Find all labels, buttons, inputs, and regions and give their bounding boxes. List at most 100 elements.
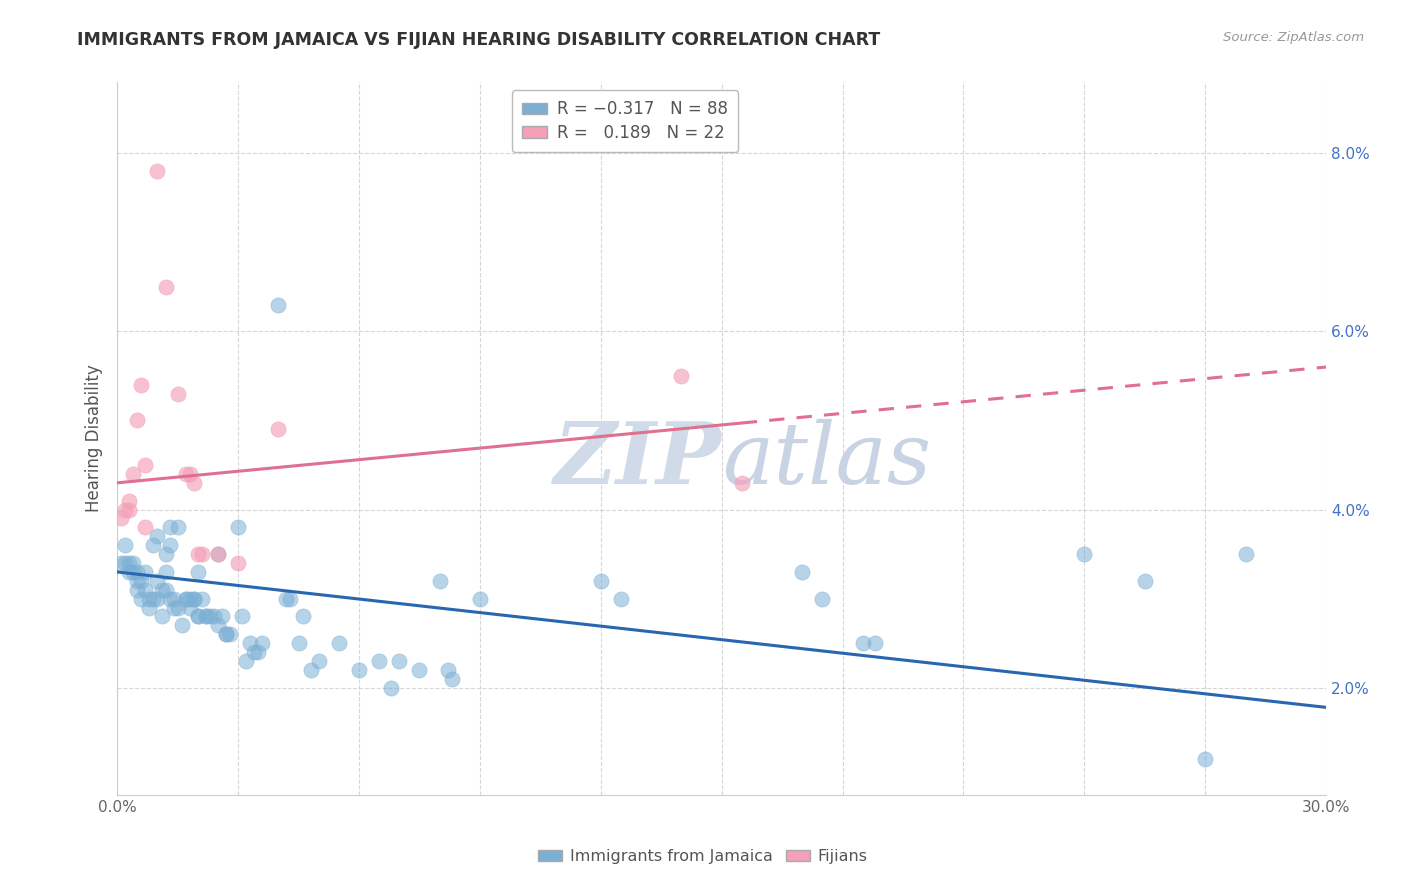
Point [118, 565, 141, 579]
Point [280, 591, 302, 606]
Point [110, 511, 132, 525]
Point [127, 565, 149, 579]
Point [127, 413, 149, 427]
Point [243, 645, 266, 659]
Point [215, 627, 238, 641]
Point [671, 368, 693, 383]
Point [170, 618, 193, 632]
Point [134, 520, 156, 534]
Point [122, 467, 145, 481]
Point [174, 591, 197, 606]
Text: Source: ZipAtlas.com: Source: ZipAtlas.com [1223, 31, 1364, 45]
Point [247, 645, 270, 659]
Point [287, 636, 309, 650]
Point [159, 591, 181, 606]
Point [408, 663, 430, 677]
Point [114, 556, 136, 570]
Point [122, 556, 145, 570]
Point [179, 467, 201, 481]
Point [347, 663, 370, 677]
Point [429, 574, 451, 588]
Point [267, 298, 290, 312]
Point [179, 600, 201, 615]
Point [134, 458, 156, 472]
Point [187, 609, 209, 624]
Point [191, 591, 214, 606]
Point [267, 422, 290, 436]
Point [328, 636, 350, 650]
Point [118, 556, 141, 570]
Text: IMMIGRANTS FROM JAMAICA VS FIJIAN HEARING DISABILITY CORRELATION CHART: IMMIGRANTS FROM JAMAICA VS FIJIAN HEARIN… [77, 31, 880, 49]
Point [219, 627, 242, 641]
Point [131, 377, 153, 392]
Point [468, 591, 491, 606]
Point [134, 582, 156, 597]
Point [179, 591, 201, 606]
Point [174, 591, 197, 606]
Point [194, 609, 217, 624]
Point [368, 654, 391, 668]
Point [1234, 547, 1257, 561]
Point [852, 636, 875, 650]
Point [166, 386, 188, 401]
Point [155, 582, 177, 597]
Point [183, 591, 205, 606]
Point [142, 538, 165, 552]
Point [114, 538, 136, 552]
Point [159, 538, 181, 552]
Point [252, 636, 274, 650]
Point [811, 591, 834, 606]
Point [162, 591, 184, 606]
Point [226, 556, 249, 570]
Point [166, 520, 188, 534]
Legend: R = −0.317   N = 88, R =   0.189   N = 22: R = −0.317 N = 88, R = 0.189 N = 22 [512, 90, 738, 152]
Text: atlas: atlas [721, 418, 931, 501]
Point [308, 654, 330, 668]
Point [142, 591, 165, 606]
Point [155, 547, 177, 561]
Point [155, 565, 177, 579]
Point [202, 609, 225, 624]
Text: ZIP: ZIP [554, 418, 721, 501]
Point [276, 591, 298, 606]
Point [114, 502, 136, 516]
Point [187, 609, 209, 624]
Point [138, 600, 160, 615]
Point [131, 574, 153, 588]
Point [138, 591, 160, 606]
Point [1194, 752, 1216, 766]
Point [207, 547, 229, 561]
Point [187, 547, 209, 561]
Point [198, 609, 221, 624]
Point [239, 636, 262, 650]
Point [191, 547, 214, 561]
Point [215, 627, 238, 641]
Point [207, 547, 229, 561]
Point [183, 475, 205, 490]
Point [792, 565, 814, 579]
Point [146, 574, 169, 588]
Point [388, 654, 411, 668]
Point [380, 681, 402, 695]
Point [159, 520, 181, 534]
Point [127, 582, 149, 597]
Point [183, 591, 205, 606]
Point [166, 600, 188, 615]
Point [207, 618, 229, 632]
Point [150, 609, 173, 624]
Point [863, 636, 886, 650]
Point [231, 609, 253, 624]
Point [194, 609, 217, 624]
Point [1073, 547, 1095, 561]
Point [127, 574, 149, 588]
Point [118, 493, 141, 508]
Y-axis label: Hearing Disability: Hearing Disability [86, 365, 103, 512]
Point [299, 663, 322, 677]
Point [211, 609, 233, 624]
Point [235, 654, 257, 668]
Point [162, 600, 184, 615]
Point [174, 467, 197, 481]
Point [187, 565, 209, 579]
Point [226, 520, 249, 534]
Point [731, 475, 754, 490]
